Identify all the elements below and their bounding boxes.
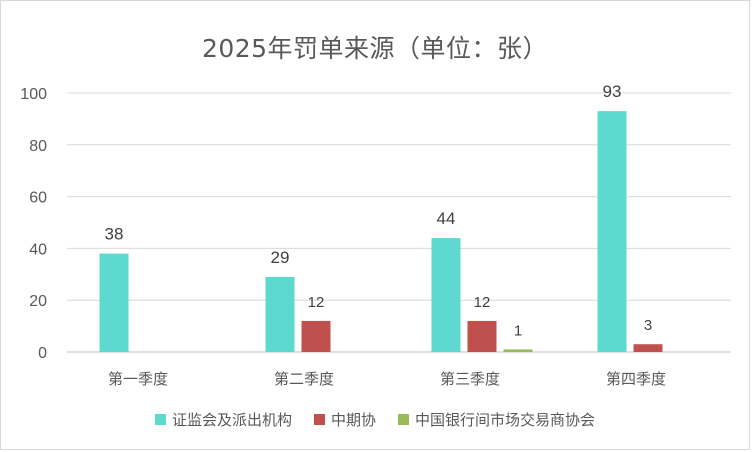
data-label: 1: [514, 322, 522, 339]
y-tick-label: 40: [29, 241, 47, 258]
data-label: 12: [474, 294, 491, 311]
chart-title: 2025年罚单来源（单位：张）: [201, 34, 549, 63]
legend-label-cfa: 中期协: [330, 411, 376, 429]
data-label: 3: [644, 317, 652, 334]
x-tick-label: 第二季度: [274, 370, 334, 388]
chart-legend: 证监会及派出机构 中期协 中国银行间市场交易商协会: [1, 409, 749, 430]
x-tick-label: 第一季度: [108, 370, 168, 388]
legend-item-csrc: 证监会及派出机构: [154, 409, 292, 430]
y-tick-label: 20: [29, 293, 47, 310]
data-label: 38: [105, 225, 124, 244]
legend-swatch-csrc: [154, 414, 166, 425]
legend-item-nafmii: 中国银行间市场交易商协会: [398, 409, 595, 430]
y-tick-label: 60: [29, 190, 47, 207]
y-tick-label: 80: [29, 138, 47, 155]
data-label: 93: [603, 82, 622, 101]
y-tick-label: 0: [38, 345, 47, 362]
bar: [503, 349, 533, 352]
legend-label-nafmii: 中国银行间市场交易商协会: [415, 411, 596, 429]
bar: [633, 344, 663, 352]
y-tick-label: 100: [20, 86, 47, 103]
legend-swatch-cfa: [313, 414, 325, 425]
legend-swatch-nafmii: [398, 414, 409, 425]
legend-item-cfa: 中期协: [313, 409, 376, 430]
bar: [597, 111, 627, 352]
bar: [301, 320, 331, 352]
data-label: 12: [308, 294, 325, 311]
bar: [99, 253, 129, 352]
x-tick-label: 第四季度: [606, 370, 666, 388]
legend-label-csrc: 证监会及派出机构: [171, 411, 292, 429]
data-label: 44: [437, 209, 456, 228]
bar: [265, 276, 295, 352]
bar: [431, 238, 461, 352]
x-tick-label: 第三季度: [440, 370, 500, 388]
bar: [467, 320, 497, 352]
data-label: 29: [271, 248, 290, 267]
